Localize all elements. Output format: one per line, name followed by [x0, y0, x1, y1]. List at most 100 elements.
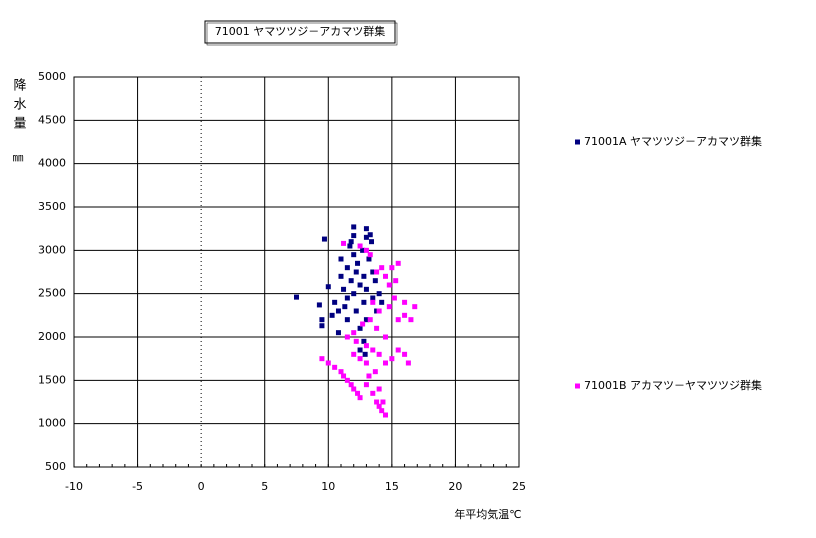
point: [395, 347, 401, 353]
x-tick-label: 10: [321, 480, 335, 493]
point: [383, 360, 388, 366]
point: [351, 291, 357, 297]
point: [370, 295, 376, 301]
point: [362, 351, 368, 357]
point: [335, 308, 341, 314]
point: [383, 334, 388, 340]
point: [374, 269, 380, 275]
x-tick-label: -10: [65, 480, 83, 493]
point: [344, 377, 350, 383]
x-tick-label: 15: [385, 480, 399, 493]
point: [319, 356, 325, 362]
point: [408, 317, 414, 323]
chart-title: 71001 ヤマツツジ－アカマツ群集: [215, 24, 386, 38]
point: [367, 232, 373, 238]
legend-label: 71001B アカマツ－ヤマツツジ群集: [584, 378, 762, 392]
point: [370, 347, 376, 353]
point: [338, 369, 344, 375]
point: [386, 304, 392, 310]
y-tick-label: 3000: [38, 243, 66, 256]
y-axis-unit: ㎜: [13, 151, 24, 164]
y-tick-label: 1500: [38, 373, 66, 386]
point: [393, 278, 399, 284]
title-shadow: [206, 22, 398, 46]
point: [363, 234, 369, 240]
point: [376, 403, 382, 409]
point: [351, 386, 357, 392]
point: [374, 308, 380, 314]
point: [344, 334, 350, 340]
point: [376, 291, 382, 297]
legend-label: 71001A ヤマツツジ－アカマツ群集: [584, 134, 762, 148]
point: [395, 260, 401, 266]
point: [363, 247, 369, 253]
point: [335, 330, 341, 336]
point: [357, 347, 363, 353]
point: [366, 373, 372, 379]
point: [380, 399, 386, 405]
point: [386, 282, 392, 288]
point: [355, 390, 361, 396]
point: [347, 243, 353, 249]
point: [344, 317, 350, 323]
y-axis-label: 降水量: [11, 78, 27, 135]
point: [383, 412, 388, 418]
point: [319, 317, 325, 323]
y-tick-label: 1000: [38, 417, 66, 430]
point: [412, 304, 418, 310]
point: [389, 265, 395, 271]
point: [325, 284, 331, 290]
point: [348, 278, 354, 284]
point: [363, 360, 369, 366]
point: [391, 295, 397, 301]
point: [402, 312, 408, 318]
point: [374, 325, 380, 331]
point: [355, 260, 361, 266]
point: [395, 317, 401, 323]
point: [351, 330, 357, 336]
point: [402, 299, 408, 305]
point: [325, 360, 331, 366]
point: [344, 265, 350, 271]
x-tick-label: 20: [448, 480, 462, 493]
point: [351, 351, 357, 357]
point: [348, 382, 354, 388]
y-tick-label: 2500: [38, 287, 66, 300]
x-tick-label: 5: [261, 480, 268, 493]
point: [321, 236, 327, 242]
point: [357, 395, 363, 401]
point: [363, 317, 369, 323]
point: [351, 233, 357, 239]
point: [329, 312, 335, 318]
point: [353, 308, 359, 314]
plot-area: [73, 76, 520, 468]
point: [344, 295, 350, 301]
point: [366, 256, 372, 262]
x-tick-label: 0: [198, 480, 205, 493]
y-tick-label: 2000: [38, 330, 66, 343]
point: [332, 299, 338, 305]
legend-swatch: [575, 383, 580, 389]
point: [360, 321, 366, 327]
point: [374, 399, 380, 405]
point: [379, 265, 385, 271]
point: [357, 243, 363, 249]
y-tick-label: 4500: [38, 113, 66, 126]
point: [338, 273, 344, 279]
point: [370, 390, 376, 396]
point: [363, 382, 369, 388]
point: [370, 269, 376, 275]
point: [357, 282, 363, 288]
title-box: [204, 20, 396, 44]
y-tick-label: 5000: [38, 70, 66, 83]
point: [353, 338, 359, 344]
point: [316, 302, 322, 308]
point: [405, 360, 411, 366]
point: [372, 278, 378, 284]
point: [383, 273, 388, 279]
point: [379, 408, 385, 414]
y-tick-label: 3500: [38, 200, 66, 213]
point: [351, 224, 357, 230]
point: [319, 323, 325, 329]
x-tick-label: -5: [132, 480, 143, 493]
